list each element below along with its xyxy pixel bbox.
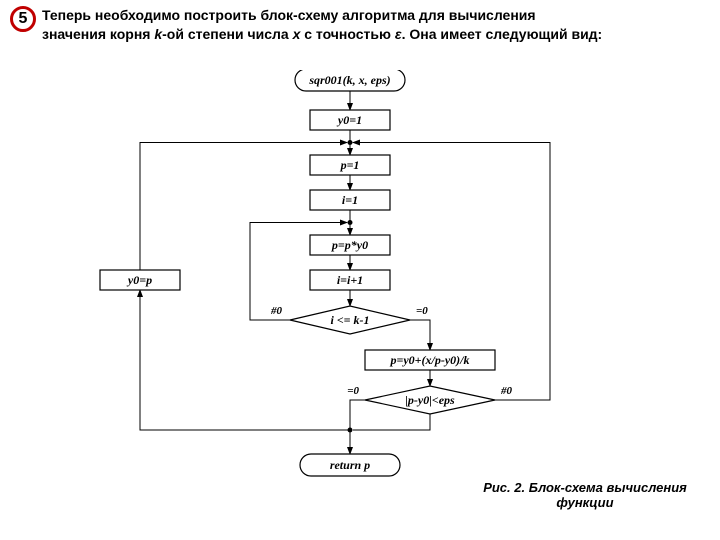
- svg-text:p=p*y0: p=p*y0: [331, 238, 368, 252]
- intro-text: Теперь необходимо построить блок-схему а…: [42, 6, 702, 44]
- intro-l2d: . Она имеет следующий вид:: [402, 26, 603, 42]
- svg-text:#0: #0: [270, 305, 283, 317]
- intro-l2b: -ой степени числа: [162, 26, 292, 42]
- svg-text:=0: =0: [416, 305, 428, 317]
- svg-text:i=i+1: i=i+1: [337, 273, 363, 287]
- svg-text:p=y0+(x/p-y0)/k: p=y0+(x/p-y0)/k: [390, 353, 470, 367]
- intro-k: k: [154, 26, 162, 42]
- svg-text:y0=1: y0=1: [336, 113, 362, 127]
- svg-text:i=1: i=1: [342, 193, 358, 207]
- svg-text:p=1: p=1: [340, 158, 360, 172]
- intro-eps: ε: [395, 26, 402, 42]
- svg-text:|p-y0|<eps: |p-y0|<eps: [405, 393, 455, 407]
- svg-text:#0: #0: [500, 385, 513, 397]
- svg-text:y0=p: y0=p: [126, 273, 152, 287]
- svg-text:sqr001(k, x, eps): sqr001(k, x, eps): [308, 73, 390, 87]
- intro-l2a: значения корня: [42, 26, 154, 42]
- svg-text:return p: return p: [330, 458, 370, 472]
- svg-text:i <= k-1: i <= k-1: [330, 313, 369, 327]
- intro-l1: Теперь необходимо построить блок-схему а…: [42, 7, 536, 23]
- svg-text:=0: =0: [347, 385, 359, 397]
- step-badge: 5: [10, 6, 36, 32]
- flowchart-svg: sqr001(k, x, eps) y0=1 p=1 i=1 p=p*y0 i=i+1 i …: [80, 70, 640, 520]
- intro-l2c: с точностью: [300, 26, 395, 42]
- step-number: 5: [19, 10, 28, 28]
